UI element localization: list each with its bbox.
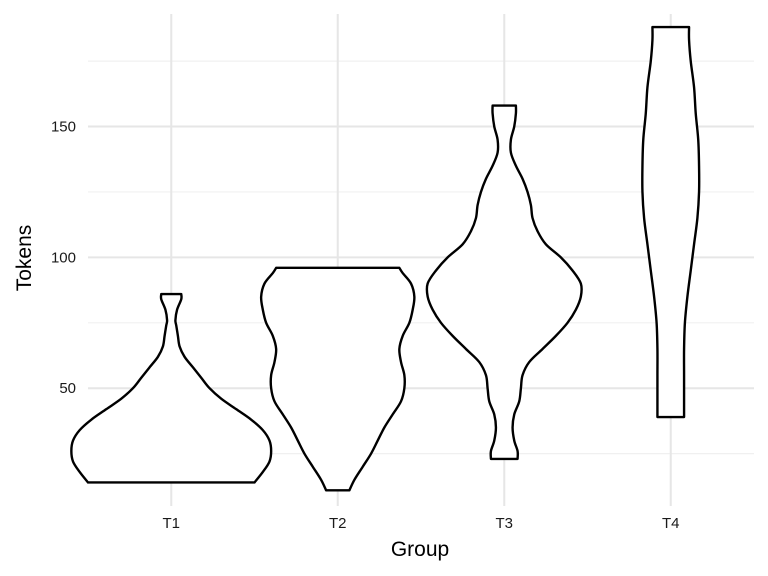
y-tick-label: 50 <box>59 380 76 397</box>
y-tick-label: 150 <box>51 119 76 136</box>
y-tick-label: 100 <box>51 249 76 266</box>
x-tick-label: T1 <box>162 515 180 532</box>
violin-t2 <box>259 266 416 492</box>
violin-t3 <box>425 104 583 461</box>
x-tick-label: T2 <box>329 515 347 532</box>
y-axis-title: Tokens <box>13 225 36 292</box>
x-tick-label: T3 <box>495 515 513 532</box>
x-tick-label: T4 <box>662 515 680 532</box>
y-tick-labels: 50 100 150 <box>51 119 76 398</box>
x-axis-title: Group <box>391 538 449 561</box>
violin-layer <box>70 25 701 492</box>
x-tick-labels: T1 T2 T3 T4 <box>162 515 679 532</box>
violin-t4 <box>641 25 701 419</box>
violin-t1 <box>70 292 273 484</box>
